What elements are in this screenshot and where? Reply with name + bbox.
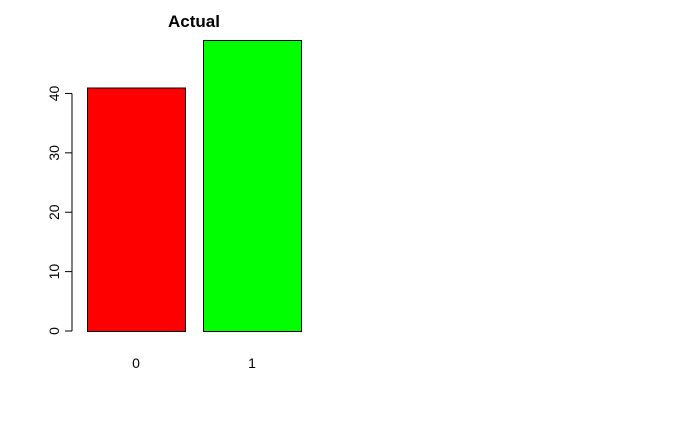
y-tick-label: 20: [46, 204, 62, 220]
y-axis: 0 10 20 30 40: [46, 85, 73, 335]
y-tick-label: 40: [46, 85, 62, 101]
bars: [87, 40, 302, 332]
x-tick-label: 0: [132, 355, 140, 371]
bar-0: [87, 87, 186, 332]
bar-1: [203, 40, 302, 332]
y-tick-label: 10: [46, 264, 62, 280]
x-tick-label: 1: [248, 355, 256, 371]
y-tick-label: 30: [46, 145, 62, 161]
chart-title: Actual: [168, 12, 220, 31]
y-tick-label: 0: [46, 327, 62, 335]
